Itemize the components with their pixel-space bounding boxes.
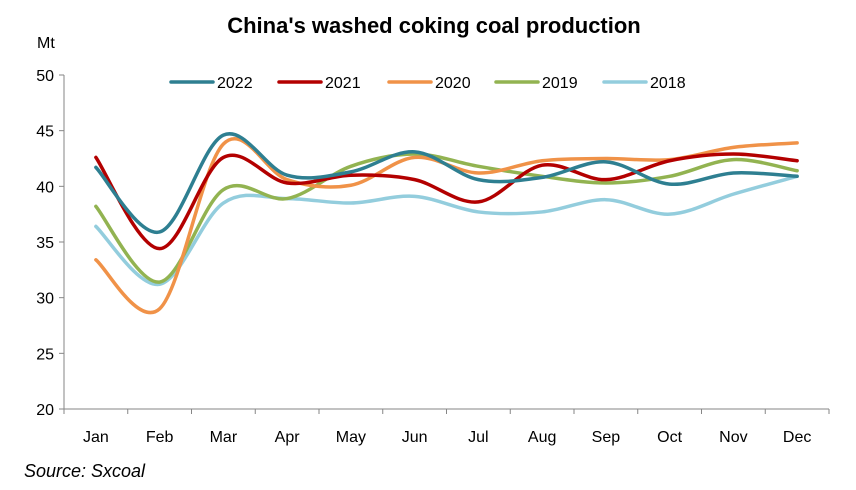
x-tick-label: May	[336, 429, 366, 446]
y-axis-unit-label: Mt	[37, 35, 55, 52]
series-line-2018	[94, 174, 799, 287]
y-tick-label: 40	[36, 179, 54, 196]
legend-label-2018: 2018	[650, 75, 686, 92]
y-axis-ticks: 20 25 30 35 40 45 50	[36, 68, 64, 419]
x-tick-label: Oct	[657, 429, 682, 446]
source-note: Source: Sxcoal	[24, 461, 146, 481]
series-line-2021	[94, 152, 799, 251]
y-tick-label: 30	[36, 291, 54, 308]
y-tick-label: 35	[36, 235, 54, 252]
y-tick-label: 25	[36, 346, 54, 363]
chart-title: China's washed coking coal production	[227, 13, 641, 38]
series-line-2022	[94, 132, 799, 234]
y-tick-label: 20	[36, 402, 54, 419]
x-tick-label: Jul	[468, 429, 488, 446]
x-tick-label: Aug	[528, 429, 556, 446]
x-tick-label: Mar	[210, 429, 238, 446]
legend-label-2021: 2021	[325, 75, 361, 92]
x-tick-label: Jan	[83, 429, 109, 446]
y-tick-label: 50	[36, 68, 54, 85]
legend-label-2020: 2020	[435, 75, 471, 92]
x-tick-label: Jun	[402, 429, 428, 446]
x-tick-label: Nov	[719, 429, 747, 446]
series-lines	[94, 132, 799, 314]
legend-label-2019: 2019	[542, 75, 578, 92]
x-tick-label: Sep	[592, 429, 621, 446]
x-tick-label: Feb	[146, 429, 174, 446]
y-tick-label: 45	[36, 124, 54, 141]
legend-label-2022: 2022	[217, 75, 253, 92]
x-tick-label: Apr	[275, 429, 301, 446]
series-line-2019	[94, 152, 799, 284]
legend: 2022 2021 2020 2019 2018	[169, 75, 686, 92]
x-tick-label: Dec	[783, 429, 811, 446]
x-axis-ticks: Jan Feb Mar Apr May Jun Jul Aug Sep Oct Nov Dec	[63, 409, 830, 446]
